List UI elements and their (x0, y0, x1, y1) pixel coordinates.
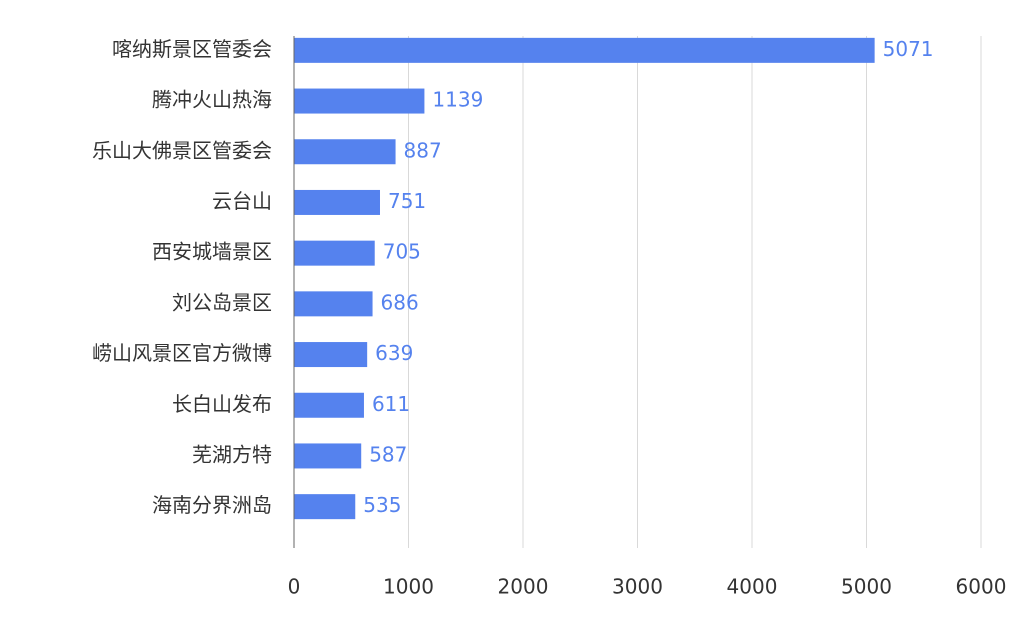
bar (294, 342, 368, 368)
data-label: 535 (363, 493, 401, 517)
x-tick-label: 4000 (727, 575, 778, 599)
x-tick-label: 0 (288, 575, 301, 599)
category-label: 腾冲火山热海 (152, 88, 272, 112)
category-label: 海南分界洲岛 (152, 493, 272, 517)
data-label: 639 (375, 341, 413, 365)
data-label: 1139 (432, 88, 483, 112)
bar (294, 139, 396, 165)
x-tick-label: 2000 (498, 575, 549, 599)
category-label: 刘公岛景区 (172, 290, 272, 314)
category-label: 西安城墙景区 (152, 240, 272, 264)
data-label: 686 (381, 290, 419, 314)
bar (294, 291, 373, 317)
category-label: 云台山 (212, 189, 272, 213)
bar (294, 240, 375, 266)
bar (294, 443, 362, 469)
category-label: 芜湖方特 (192, 442, 272, 466)
bar (294, 494, 356, 520)
data-label: 5071 (883, 37, 934, 61)
data-label: 751 (388, 189, 426, 213)
data-label: 587 (369, 442, 407, 466)
x-tick-label: 6000 (956, 575, 1007, 599)
x-tick-label: 3000 (612, 575, 663, 599)
category-label: 乐山大佛景区管委会 (92, 138, 272, 162)
bar (294, 189, 380, 215)
bar (294, 392, 364, 418)
data-label: 611 (372, 392, 410, 416)
x-tick-label: 5000 (841, 575, 892, 599)
category-label: 长白山发布 (172, 392, 272, 416)
category-label: 喀纳斯景区管委会 (112, 37, 272, 61)
data-labels: 5071 1139 887 751 705 686 639 611 587 535 (363, 37, 933, 517)
bar (294, 37, 875, 63)
data-label: 887 (404, 138, 442, 162)
bars (294, 37, 875, 520)
category-label: 崂山风景区官方微博 (92, 341, 272, 365)
x-tick-label: 1000 (383, 575, 434, 599)
data-label: 705 (383, 240, 421, 264)
bar (294, 88, 425, 114)
category-labels: 喀纳斯景区管委会腾冲火山热海乐山大佛景区管委会云台山西安城墙景区刘公岛景区崂山风… (92, 37, 272, 517)
gridlines (408, 36, 982, 548)
x-tick-labels: 0 1000 2000 3000 4000 5000 6000 (288, 575, 1007, 599)
